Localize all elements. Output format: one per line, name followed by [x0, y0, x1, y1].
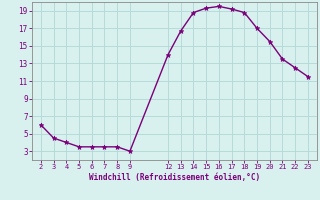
X-axis label: Windchill (Refroidissement éolien,°C): Windchill (Refroidissement éolien,°C) — [89, 173, 260, 182]
